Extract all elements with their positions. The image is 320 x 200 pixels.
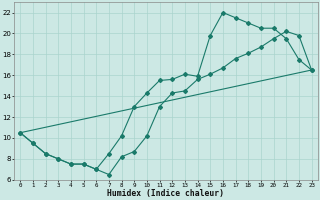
- X-axis label: Humidex (Indice chaleur): Humidex (Indice chaleur): [108, 189, 224, 198]
